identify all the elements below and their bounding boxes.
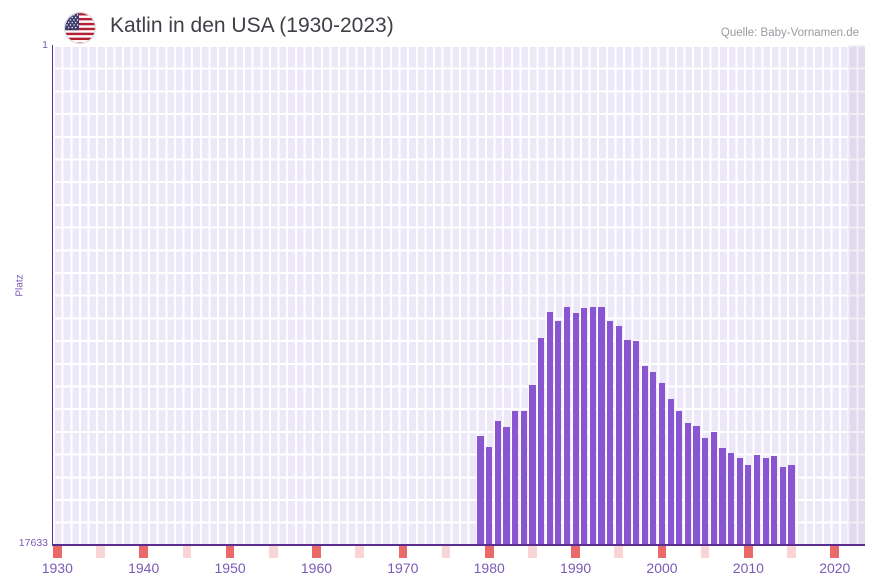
bar-1990 bbox=[572, 313, 579, 545]
bar-2000 bbox=[658, 383, 666, 545]
bar-1997 bbox=[632, 341, 640, 545]
bar-2010 bbox=[745, 465, 752, 545]
bar-2008 bbox=[727, 453, 735, 545]
bar-1999 bbox=[650, 372, 657, 545]
page-title: Katlin in den USA (1930-2023) bbox=[110, 14, 394, 37]
x-tick-label-2010: 2010 bbox=[732, 560, 764, 576]
x-tick-mark-1955 bbox=[268, 546, 278, 558]
x-tick-mark-1935 bbox=[96, 546, 105, 558]
x-tick-label-1970: 1970 bbox=[387, 560, 419, 576]
x-tick-label-2020: 2020 bbox=[819, 560, 851, 576]
x-tick-mark-1970 bbox=[398, 546, 408, 558]
bar-1998 bbox=[641, 366, 648, 545]
x-tick-mark-2000 bbox=[657, 546, 667, 558]
x-tick-label-1990: 1990 bbox=[560, 560, 592, 576]
x-tick-mark-1960 bbox=[312, 546, 321, 558]
bar-1994 bbox=[607, 321, 614, 545]
bar-2004 bbox=[693, 426, 700, 545]
x-axis-ticks: 1930 1940 1950 1960 1970 1980 1990 2000 2010 2020 bbox=[0, 546, 873, 587]
bar-1996 bbox=[624, 340, 631, 545]
bar-1992 bbox=[589, 307, 596, 545]
bar-1985 bbox=[529, 385, 536, 545]
bar-1983 bbox=[512, 411, 519, 545]
plot-area bbox=[53, 45, 865, 545]
source-attribution: Quelle: Baby-Vornamen.de bbox=[720, 27, 859, 39]
bar-1979 bbox=[477, 436, 484, 545]
x-tick-mark-2020 bbox=[830, 546, 840, 558]
bar-1982 bbox=[503, 427, 510, 545]
x-tick-mark-1990 bbox=[571, 546, 580, 558]
bar-2007 bbox=[719, 448, 726, 545]
bar-2014 bbox=[779, 467, 787, 545]
us-flag-icon bbox=[64, 12, 96, 44]
bar-1980 bbox=[486, 447, 493, 545]
x-tick-label-1980: 1980 bbox=[473, 560, 505, 576]
bar-1988 bbox=[555, 321, 562, 545]
bar-1993 bbox=[598, 307, 605, 545]
x-tick-mark-2015 bbox=[787, 546, 796, 558]
bar-1991 bbox=[581, 308, 588, 545]
bar-2001 bbox=[667, 399, 674, 545]
bar-1989 bbox=[563, 307, 571, 545]
bar-2013 bbox=[771, 456, 778, 545]
bar-2006 bbox=[710, 432, 717, 545]
bar-2012 bbox=[762, 458, 769, 545]
bar-1995 bbox=[615, 326, 622, 545]
x-tick-mark-1980 bbox=[484, 546, 494, 558]
bar-1987 bbox=[546, 312, 553, 545]
y-axis-bottom-tick-label: 17633 bbox=[18, 537, 48, 549]
x-tick-label-1950: 1950 bbox=[214, 560, 246, 576]
x-tick-mark-1950 bbox=[225, 546, 235, 558]
bar-2002 bbox=[676, 411, 683, 545]
bar-1984 bbox=[520, 411, 527, 545]
x-tick-mark-1945 bbox=[182, 546, 192, 558]
y-axis-top-tick-label: 1 bbox=[42, 39, 48, 51]
bar-2009 bbox=[736, 458, 743, 545]
x-tick-mark-2010 bbox=[744, 546, 753, 558]
x-tick-mark-1985 bbox=[528, 546, 537, 558]
bar-1981 bbox=[494, 421, 501, 545]
x-tick-label-1930: 1930 bbox=[41, 560, 73, 576]
x-tick-mark-1995 bbox=[614, 546, 624, 558]
bar-2003 bbox=[684, 423, 692, 545]
bar-series bbox=[53, 45, 865, 545]
bar-2005 bbox=[702, 438, 709, 545]
x-axis-line bbox=[52, 544, 865, 546]
x-tick-mark-1965 bbox=[355, 546, 364, 558]
x-tick-mark-1975 bbox=[441, 546, 451, 558]
bar-1986 bbox=[537, 338, 545, 545]
bar-2015 bbox=[788, 465, 795, 545]
chart-header: Katlin in den USA (1930-2023) Quelle: Ba… bbox=[0, 0, 873, 45]
x-tick-label-2000: 2000 bbox=[646, 560, 678, 576]
x-tick-mark-1930 bbox=[53, 546, 62, 558]
x-tick-label-1940: 1940 bbox=[128, 560, 160, 576]
y-axis-title: Platz bbox=[14, 274, 26, 297]
x-tick-label-1960: 1960 bbox=[300, 560, 333, 576]
x-tick-mark-2005 bbox=[700, 546, 710, 558]
bar-2011 bbox=[753, 455, 761, 545]
x-tick-mark-1940 bbox=[139, 546, 148, 558]
